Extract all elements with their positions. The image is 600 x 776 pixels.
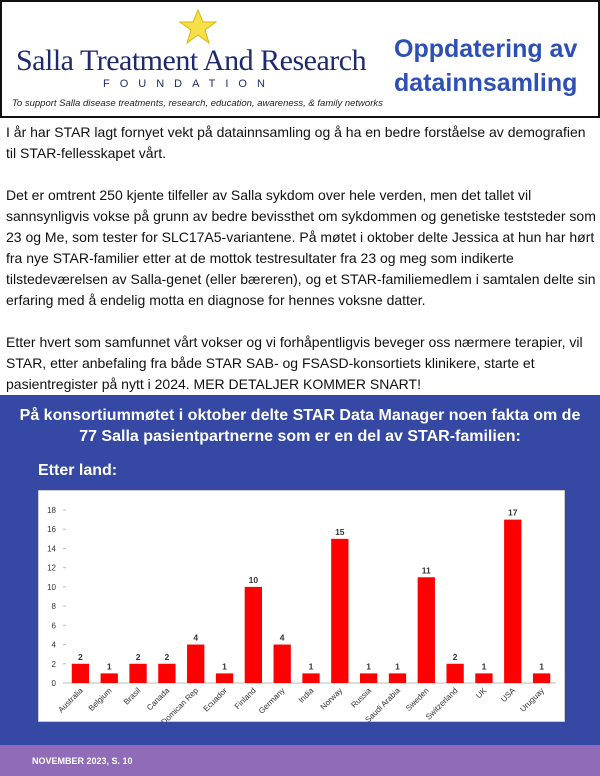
bar bbox=[273, 644, 291, 683]
value-label: 10 bbox=[249, 575, 259, 585]
value-label: 1 bbox=[395, 661, 400, 671]
bar bbox=[331, 538, 349, 683]
value-label: 1 bbox=[107, 661, 112, 671]
footer: NOVEMBER 2023, S. 10 bbox=[0, 745, 600, 776]
bar bbox=[215, 673, 234, 683]
bar bbox=[244, 586, 262, 683]
value-label: 1 bbox=[366, 661, 371, 671]
bar bbox=[446, 663, 464, 683]
value-label: 2 bbox=[136, 652, 141, 662]
value-label: 2 bbox=[78, 652, 83, 662]
bar bbox=[187, 644, 205, 683]
value-label: 15 bbox=[335, 527, 345, 537]
value-label: 2 bbox=[165, 652, 170, 662]
value-label: 2 bbox=[453, 652, 458, 662]
bar bbox=[417, 577, 435, 683]
paragraph: I år har STAR lagt fornyet vekt på datai… bbox=[6, 124, 586, 161]
bar bbox=[158, 663, 176, 683]
value-label: 1 bbox=[222, 661, 227, 671]
value-label: 11 bbox=[422, 565, 431, 575]
value-label: 4 bbox=[193, 633, 198, 643]
stats-section: På konsortiummøtet i oktober delte STAR … bbox=[0, 395, 600, 745]
paragraph: Det er omtrent 250 kjente tilfeller av S… bbox=[6, 187, 596, 308]
chart-background bbox=[38, 490, 565, 722]
logo-tagline: To support Salla disease treatments, res… bbox=[12, 98, 383, 109]
y-tick-label: 0 bbox=[52, 679, 57, 688]
logo-star bbox=[178, 8, 218, 45]
y-tick-label: 12 bbox=[47, 564, 56, 573]
bar bbox=[129, 663, 147, 683]
y-tick-label: 2 bbox=[52, 660, 57, 669]
y-tick-label: 4 bbox=[52, 641, 57, 650]
bar bbox=[302, 673, 320, 683]
header: Salla Treatment And Research FOUNDATION … bbox=[0, 0, 600, 118]
body-text: I år har STAR lagt fornyet vekt på datai… bbox=[6, 122, 596, 416]
logo-name: Salla Treatment And Research bbox=[16, 44, 367, 77]
logo: Salla Treatment And Research FOUNDATION … bbox=[8, 6, 392, 112]
y-tick-label: 10 bbox=[47, 583, 56, 592]
bar bbox=[504, 519, 522, 683]
value-label: 1 bbox=[482, 661, 487, 671]
logo-subtitle: FOUNDATION bbox=[103, 78, 275, 90]
chart: 0246810121416182Australia1Belgium2Brasil… bbox=[38, 490, 565, 722]
value-label: 1 bbox=[539, 661, 544, 671]
value-label: 17 bbox=[508, 508, 518, 518]
bar bbox=[360, 673, 378, 683]
y-tick-label: 14 bbox=[47, 544, 56, 553]
section-subtitle: Etter land: bbox=[38, 462, 118, 479]
y-tick-label: 16 bbox=[47, 525, 56, 534]
bar bbox=[388, 673, 407, 683]
paragraph: Etter hvert som samfunnet vårt vokser og… bbox=[6, 334, 583, 392]
bar bbox=[100, 673, 118, 683]
header-title: Oppdatering av datainnsamling bbox=[394, 35, 578, 97]
footer-text: NOVEMBER 2023, S. 10 bbox=[32, 756, 133, 766]
bar bbox=[71, 663, 90, 683]
y-tick-label: 18 bbox=[47, 506, 56, 515]
y-tick-label: 8 bbox=[52, 602, 57, 611]
value-label: 1 bbox=[309, 661, 314, 671]
bar bbox=[475, 673, 493, 683]
section-title: På konsortiummøtet i oktober delte STAR … bbox=[19, 407, 581, 445]
y-tick-label: 6 bbox=[52, 621, 57, 630]
bar bbox=[532, 673, 551, 683]
value-label: 4 bbox=[280, 633, 285, 643]
